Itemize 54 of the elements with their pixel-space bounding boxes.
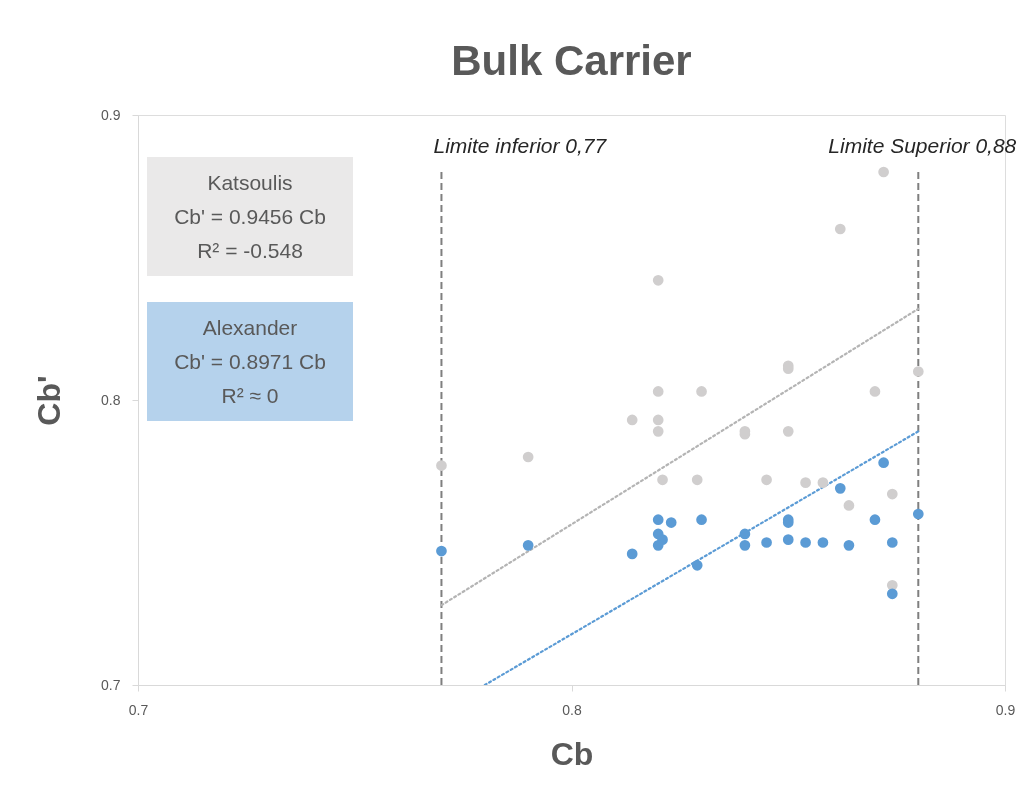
y-tick-label: 0.9 [101, 106, 121, 123]
point [522, 540, 534, 551]
point [886, 588, 898, 600]
point [912, 508, 924, 520]
y-tick-label: 0.8 [101, 391, 121, 408]
point [817, 537, 829, 548]
point [652, 540, 664, 551]
point [522, 451, 534, 463]
point [691, 559, 703, 571]
point [657, 474, 668, 486]
point [843, 500, 855, 511]
point [886, 488, 898, 500]
point [869, 386, 881, 397]
point [761, 474, 772, 486]
y-tick-label: 0.7 [101, 676, 121, 693]
point [665, 517, 677, 528]
point [696, 514, 707, 526]
point [436, 545, 447, 557]
point [436, 460, 447, 471]
point [834, 223, 846, 235]
point [912, 366, 924, 377]
point [869, 514, 881, 526]
point [761, 537, 772, 548]
point [739, 540, 751, 551]
point [626, 414, 638, 426]
point [800, 537, 811, 548]
x-tick-label: 0.8 [562, 701, 582, 718]
point [800, 477, 811, 488]
point [626, 548, 638, 560]
point [739, 528, 751, 540]
point [878, 457, 889, 469]
point [886, 537, 898, 548]
point [782, 426, 794, 437]
point [652, 386, 664, 397]
point [652, 426, 664, 437]
ref-line-label: Limite Superior 0,88 [828, 134, 1017, 157]
x-tick-label: 0.9 [995, 701, 1016, 718]
point [691, 474, 703, 486]
point [652, 514, 664, 526]
chart-title: Bulk Carrier [451, 37, 692, 84]
point [878, 166, 889, 178]
annotation: Katsoulis Cb' = 0.9456 Cb R² = -0.548 [174, 171, 326, 262]
x-axis-title: Cb [550, 735, 594, 772]
point [652, 414, 664, 426]
y-axis-title: Cb' [31, 375, 68, 426]
point [843, 540, 855, 551]
point [696, 386, 707, 397]
point [782, 534, 794, 545]
point [652, 274, 664, 286]
x-tick-label: 0.7 [128, 701, 149, 718]
ref-line-label: Limite inferior 0,77 [433, 134, 608, 157]
point [817, 477, 829, 488]
point [834, 483, 846, 494]
annotation: Alexander Cb' = 0.8971 Cb R² ≈ 0 [174, 316, 326, 407]
